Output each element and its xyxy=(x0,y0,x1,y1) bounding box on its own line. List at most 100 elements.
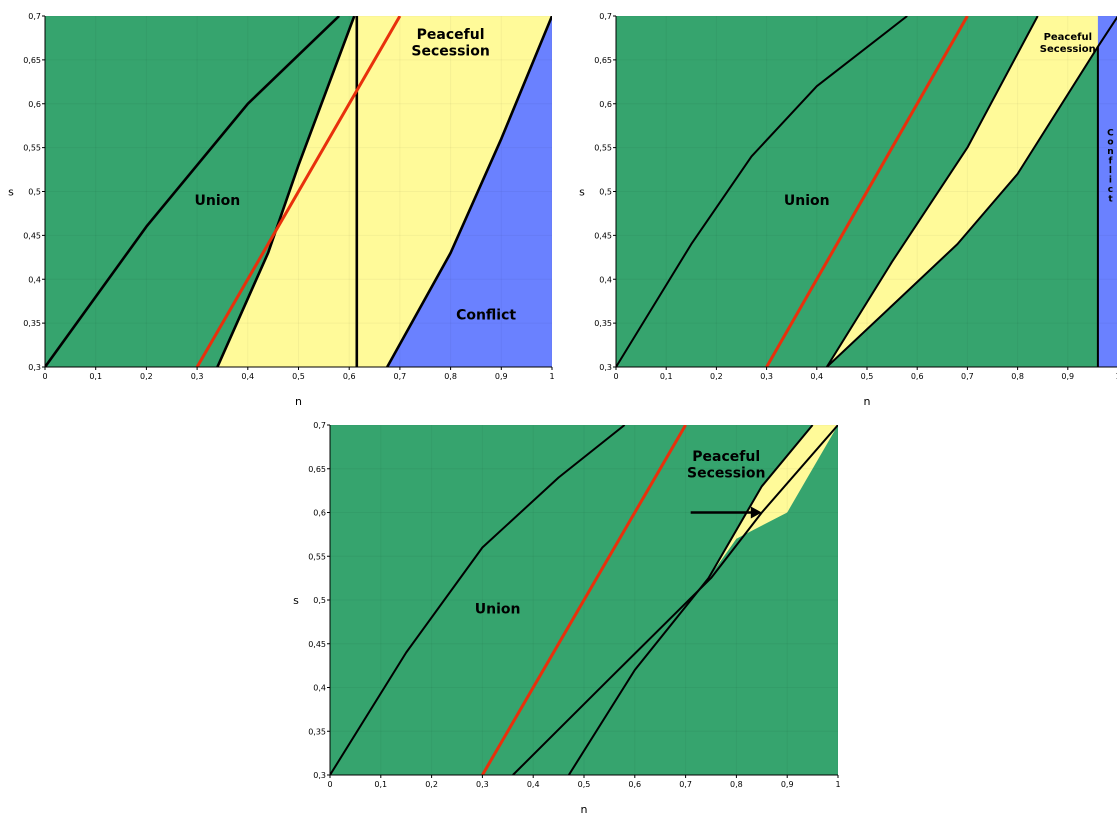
region-label-line: c xyxy=(1108,185,1113,195)
boundary-line xyxy=(330,425,626,775)
x-axis-label: n xyxy=(295,395,302,408)
y-tick-label: 0,45 xyxy=(308,640,326,649)
y-tick-label: 0,7 xyxy=(28,12,41,21)
x-tick-label: 0,9 xyxy=(495,372,508,381)
y-tick-label: 0,3 xyxy=(28,363,41,372)
x-tick-label: 0,2 xyxy=(140,372,153,381)
region-label-line: Union xyxy=(475,602,521,618)
x-tick-label: 0,7 xyxy=(394,372,407,381)
region-label-union: Union xyxy=(195,193,241,209)
y-tick-label: 0,3 xyxy=(599,363,612,372)
y-tick-label: 0,6 xyxy=(313,509,326,518)
region-label-line: t xyxy=(1108,194,1113,204)
x-tick-label: 0,7 xyxy=(961,372,974,381)
x-tick-label: 0,1 xyxy=(660,372,673,381)
y-axis-label: s xyxy=(579,186,585,199)
region-label-line: l xyxy=(1109,166,1112,176)
region-label-line: o xyxy=(1107,138,1113,148)
region-label-line: i xyxy=(1109,176,1112,186)
boundary-line xyxy=(45,16,341,367)
y-tick-label: 0,4 xyxy=(313,684,326,693)
red-line xyxy=(481,425,687,775)
region-label-peaceful: Peaceful Secession xyxy=(687,449,765,482)
plot-area xyxy=(45,16,552,367)
x-tick-label: 0,1 xyxy=(374,780,387,789)
region-union xyxy=(616,16,1098,367)
y-tick-label: 0,5 xyxy=(28,188,41,197)
x-tick-label: 0,6 xyxy=(628,780,641,789)
boundary-line xyxy=(512,425,838,775)
x-tick-label: 0,2 xyxy=(710,372,723,381)
region-label-line: n xyxy=(1107,147,1113,157)
x-tick-label: 0,5 xyxy=(292,372,305,381)
region-label-line: C xyxy=(1107,128,1114,138)
y-tick-label: 0,55 xyxy=(594,144,612,153)
region-label-line: Union xyxy=(784,193,830,209)
y-tick-label: 0,65 xyxy=(308,465,326,474)
region-conflict xyxy=(1097,16,1117,367)
x-tick-label: 0 xyxy=(42,372,47,381)
x-tick-label: 0,4 xyxy=(241,372,254,381)
boundary-line xyxy=(826,16,1117,367)
y-tick-label: 0,45 xyxy=(594,231,612,240)
region-label-peaceful: Peaceful Secession xyxy=(1040,32,1096,55)
region-label-line: Secession xyxy=(1040,44,1096,55)
x-tick-label: 0,5 xyxy=(861,372,874,381)
y-tick-label: 0,55 xyxy=(23,144,41,153)
region-label-union: Union xyxy=(475,602,521,618)
x-tick-label: 1 xyxy=(1115,372,1117,381)
x-tick-label: 0,3 xyxy=(476,780,489,789)
x-tick-label: 0,6 xyxy=(911,372,924,381)
y-axis-label: s xyxy=(293,594,299,607)
region-label-line: Peaceful xyxy=(1044,32,1092,43)
x-tick-label: 0,9 xyxy=(781,780,794,789)
y-tick-label: 0,55 xyxy=(308,552,326,561)
y-tick-label: 0,35 xyxy=(594,319,612,328)
region-peaceful xyxy=(217,16,552,367)
region-label-line: Peaceful xyxy=(417,27,485,43)
x-tick-label: 0,8 xyxy=(730,780,743,789)
x-tick-label: 1 xyxy=(835,780,840,789)
x-tick-label: 0,9 xyxy=(1061,372,1074,381)
red-line xyxy=(765,16,969,367)
region-label-line: f xyxy=(1109,157,1113,167)
y-tick-label: 0,65 xyxy=(594,56,612,65)
x-tick-label: 1 xyxy=(549,372,554,381)
region-label-line: Peaceful xyxy=(692,449,760,465)
region-label-line: Secession xyxy=(687,466,765,482)
x-tick-label: 0,4 xyxy=(527,780,540,789)
x-axis-label: n xyxy=(864,395,871,408)
y-tick-label: 0,65 xyxy=(23,56,41,65)
region-label-conflict: Conflict xyxy=(456,307,516,323)
y-tick-label: 0,7 xyxy=(599,12,612,21)
x-tick-label: 0 xyxy=(613,372,618,381)
region-union xyxy=(45,16,355,367)
y-tick-label: 0,4 xyxy=(599,275,612,284)
x-tick-label: 0,8 xyxy=(444,372,457,381)
region-conflict xyxy=(387,16,552,367)
y-tick-label: 0,45 xyxy=(23,231,41,240)
y-tick-label: 0,5 xyxy=(313,596,326,605)
plot-area xyxy=(616,16,1117,367)
x-tick-label: 0,3 xyxy=(191,372,204,381)
x-tick-label: 0,1 xyxy=(89,372,102,381)
y-tick-label: 0,6 xyxy=(28,100,41,109)
y-axis-label: s xyxy=(8,186,14,199)
x-tick-label: 0,4 xyxy=(810,372,823,381)
x-tick-label: 0,6 xyxy=(343,372,356,381)
y-tick-label: 0,6 xyxy=(599,100,612,109)
y-tick-label: 0,35 xyxy=(23,319,41,328)
region-peaceful xyxy=(826,16,1117,367)
panel-3: 0 0,1 0,2 0,3 0,4 0,5 0,6 0,7 0,8 0,9 1 0,3 0,35 0,4 0… xyxy=(293,421,840,815)
y-tick-label: 0,7 xyxy=(313,421,326,430)
x-tick-label: 0,8 xyxy=(1011,372,1024,381)
region-label-line: Union xyxy=(195,193,241,209)
panel-1: 0 0,1 0,2 0,3 0,4 0,5 0,6 0,7 0,8 0,9 1 0,3 0,35 0,4 0… xyxy=(8,12,554,408)
boundary-line xyxy=(616,16,908,367)
boundary-line xyxy=(216,16,356,367)
boundary-line xyxy=(567,425,814,775)
region-label-union: Union xyxy=(784,193,830,209)
x-tick-label: 0,7 xyxy=(679,780,692,789)
